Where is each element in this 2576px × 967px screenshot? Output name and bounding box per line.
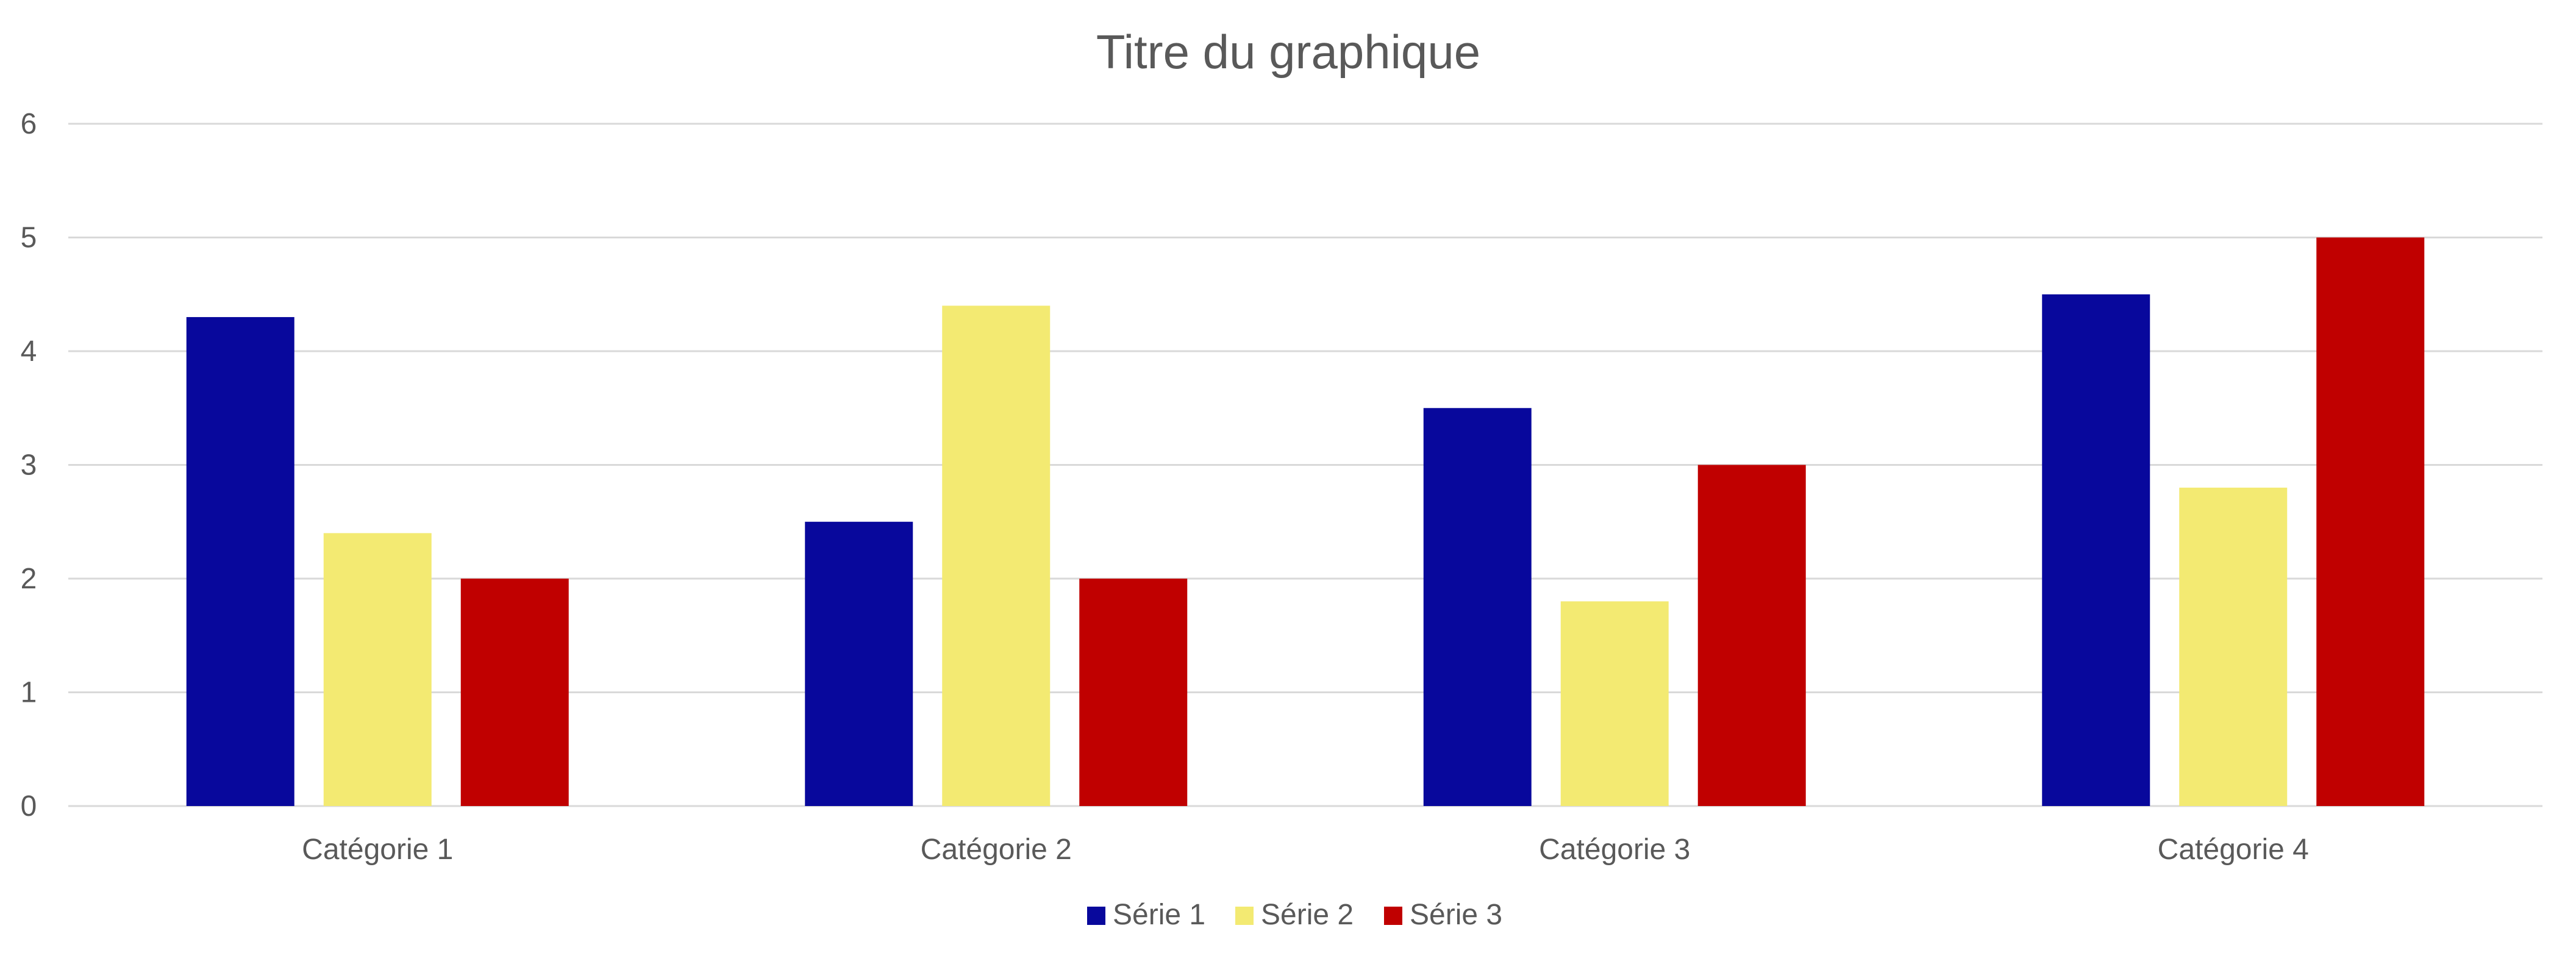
bar-series3-category2 [1079,579,1188,806]
bar-series1-category2 [805,521,913,806]
y-tick-label: 4 [21,335,37,368]
bar-series2-category1 [323,533,432,806]
bars [186,237,2425,806]
bar-series1-category3 [1423,408,1532,806]
y-tick-label: 2 [21,563,37,595]
x-tick-label: Catégorie 1 [302,833,453,866]
y-tick-label: 5 [21,222,37,254]
legend-label: Série 2 [1261,899,1354,931]
bar-series1-category1 [186,317,294,806]
gridlines [68,123,2542,807]
bar-series3-category4 [2316,237,2425,806]
bar-series2-category2 [942,305,1051,806]
y-tick-label: 6 [21,108,37,140]
y-axis-tick-labels: 0 1 2 3 4 5 6 [21,108,37,822]
bar-series3-category1 [460,579,569,806]
bar-series2-category3 [1560,601,1669,806]
y-tick-label: 3 [21,449,37,482]
legend: Série 1 Série 2 Série 3 [1087,899,1502,931]
y-tick-label: 1 [21,677,37,709]
bar-series3-category3 [1697,465,1806,806]
legend-label: Série 1 [1113,899,1205,931]
x-axis-tick-labels: Catégorie 1 Catégorie 2 Catégorie 3 Catégor… [302,833,2309,866]
bar-series2-category4 [2179,487,2288,806]
y-tick-label: 0 [21,790,37,822]
x-tick-label: Catégorie 2 [921,833,1072,866]
x-tick-label: Catégorie 4 [2158,833,2309,866]
legend-label: Série 3 [1410,899,1502,931]
legend-swatch [1384,907,1402,925]
legend-swatch [1087,907,1105,925]
chart-title: Titre du graphique [1096,25,1480,79]
x-tick-label: Catégorie 3 [1539,833,1690,866]
legend-swatch [1235,907,1254,925]
bar-series1-category4 [2042,294,2150,806]
